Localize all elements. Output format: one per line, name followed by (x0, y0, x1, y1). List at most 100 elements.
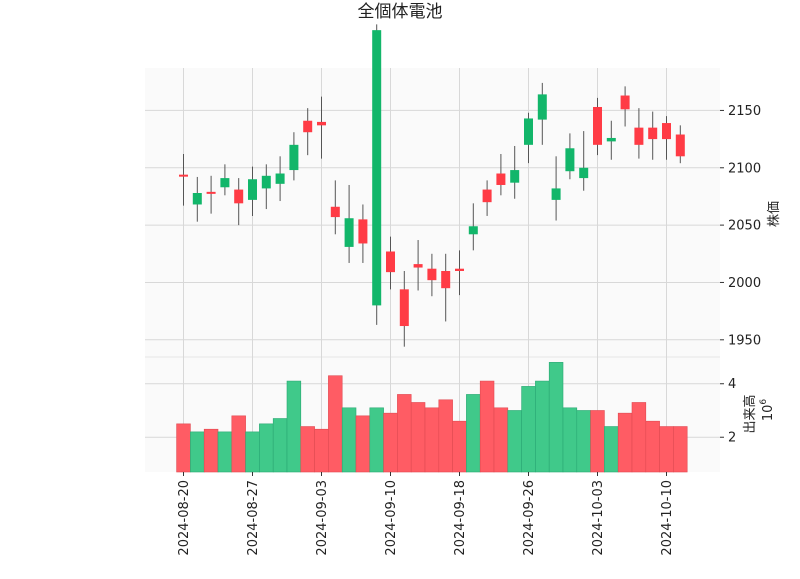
volume-bars (176, 362, 688, 473)
x-tick-label: 2024-09-26 (522, 480, 537, 556)
volume-bar (535, 380, 550, 473)
candle-body (192, 193, 202, 205)
x-tick-label: 2024-08-27 (246, 480, 261, 556)
candle-body (427, 268, 437, 281)
candle-body (620, 95, 630, 110)
candle-body (220, 178, 230, 188)
volume-bar (397, 394, 412, 473)
grid-lines (145, 68, 720, 472)
volume-bar (369, 407, 384, 473)
candle-body (510, 170, 520, 183)
x-tick-label: 2024-08-20 (177, 480, 192, 556)
candle-body (579, 167, 589, 179)
candle-body (537, 94, 547, 120)
candle-body (468, 226, 478, 235)
candle-body (386, 251, 395, 273)
candle-body (634, 127, 644, 145)
candle-body (648, 127, 658, 140)
volume-bar (272, 418, 288, 473)
volume-multiplier-base: 10 (761, 405, 776, 422)
volume-bar (424, 407, 440, 473)
candle-body (441, 270, 451, 289)
price-tick-label: 2050 (728, 219, 761, 234)
x-tick-label: 2024-10-03 (591, 480, 606, 556)
x-tick-label: 2024-09-10 (384, 480, 399, 556)
volume-bar (203, 428, 219, 473)
x-tick-label: 2024-09-03 (315, 480, 330, 556)
volume-bar (590, 410, 605, 473)
volume-bar (576, 410, 591, 473)
candle-body (524, 118, 533, 145)
x-tick-label: 2024-09-18 (453, 480, 468, 556)
candle-body (551, 188, 561, 200)
volume-bar (645, 420, 660, 473)
candle-body (413, 264, 423, 268)
candle-body (593, 106, 602, 145)
volume-bar (328, 375, 343, 473)
x-axis: 2024-08-20 2024-08-27 2024-09-03 2024-09-10… (177, 472, 675, 556)
volume-bar (217, 431, 233, 473)
volume-tick-label: 4 (728, 377, 736, 392)
volume-bar (631, 402, 647, 473)
volume-bar (314, 428, 329, 473)
candle-body (317, 121, 326, 126)
candle-body (496, 173, 506, 185)
volume-bar (410, 402, 426, 473)
price-tick-label: 2000 (728, 276, 761, 291)
volume-multiplier: 106 (759, 399, 776, 422)
price-panel (145, 68, 720, 357)
candle-body (206, 191, 216, 194)
candle-body (372, 30, 382, 306)
candle-body (234, 189, 244, 204)
candle-body (303, 120, 313, 133)
volume-bar (617, 412, 633, 473)
volume-bar (493, 407, 509, 473)
candle-body (289, 144, 299, 171)
candle-body (358, 219, 368, 244)
candle-body (179, 174, 188, 177)
volume-bar (259, 423, 274, 473)
candle-body (344, 218, 354, 247)
volume-bar (438, 399, 453, 473)
candle-body (565, 148, 575, 172)
chart-title: 全個体電池 (358, 2, 443, 22)
volume-bar (466, 394, 481, 473)
volume-axis-label: 出来高 (742, 394, 758, 433)
volume-bar (521, 386, 536, 473)
volume-bar (231, 415, 246, 473)
price-tick-label: 2100 (728, 161, 761, 176)
candle-body (675, 134, 685, 157)
price-tick-label: 1950 (728, 333, 761, 348)
volume-bar (300, 426, 315, 473)
candle-body (261, 175, 271, 189)
y-axis: 1950 2000 2050 2100 2150 2 4 (720, 104, 761, 446)
volume-bar (286, 380, 302, 473)
volume-bar (673, 426, 688, 473)
candle-body (330, 206, 340, 218)
volume-bar (341, 407, 357, 473)
volume-bar (383, 412, 398, 473)
candle-body (482, 189, 492, 203)
volume-bar (548, 362, 564, 473)
volume-bar (507, 410, 522, 473)
candles (179, 24, 685, 347)
candle-body (455, 268, 464, 271)
candle-body (606, 137, 616, 142)
x-tick-label: 2024-10-10 (660, 480, 675, 556)
volume-bar (604, 426, 619, 473)
candle-body (275, 173, 285, 184)
candle-body (399, 289, 409, 327)
volume-bar (659, 426, 674, 473)
volume-tick-label: 2 (728, 431, 736, 446)
volume-bar (176, 423, 191, 473)
volume-bar (562, 407, 578, 473)
volume-bar (190, 431, 205, 473)
volume-bar (479, 380, 495, 473)
price-axis-label: 株価 (767, 201, 782, 227)
candle-body (248, 179, 257, 200)
volume-bar (355, 415, 371, 473)
volume-multiplier-exponent: 6 (759, 399, 769, 405)
volume-bar (452, 420, 467, 473)
